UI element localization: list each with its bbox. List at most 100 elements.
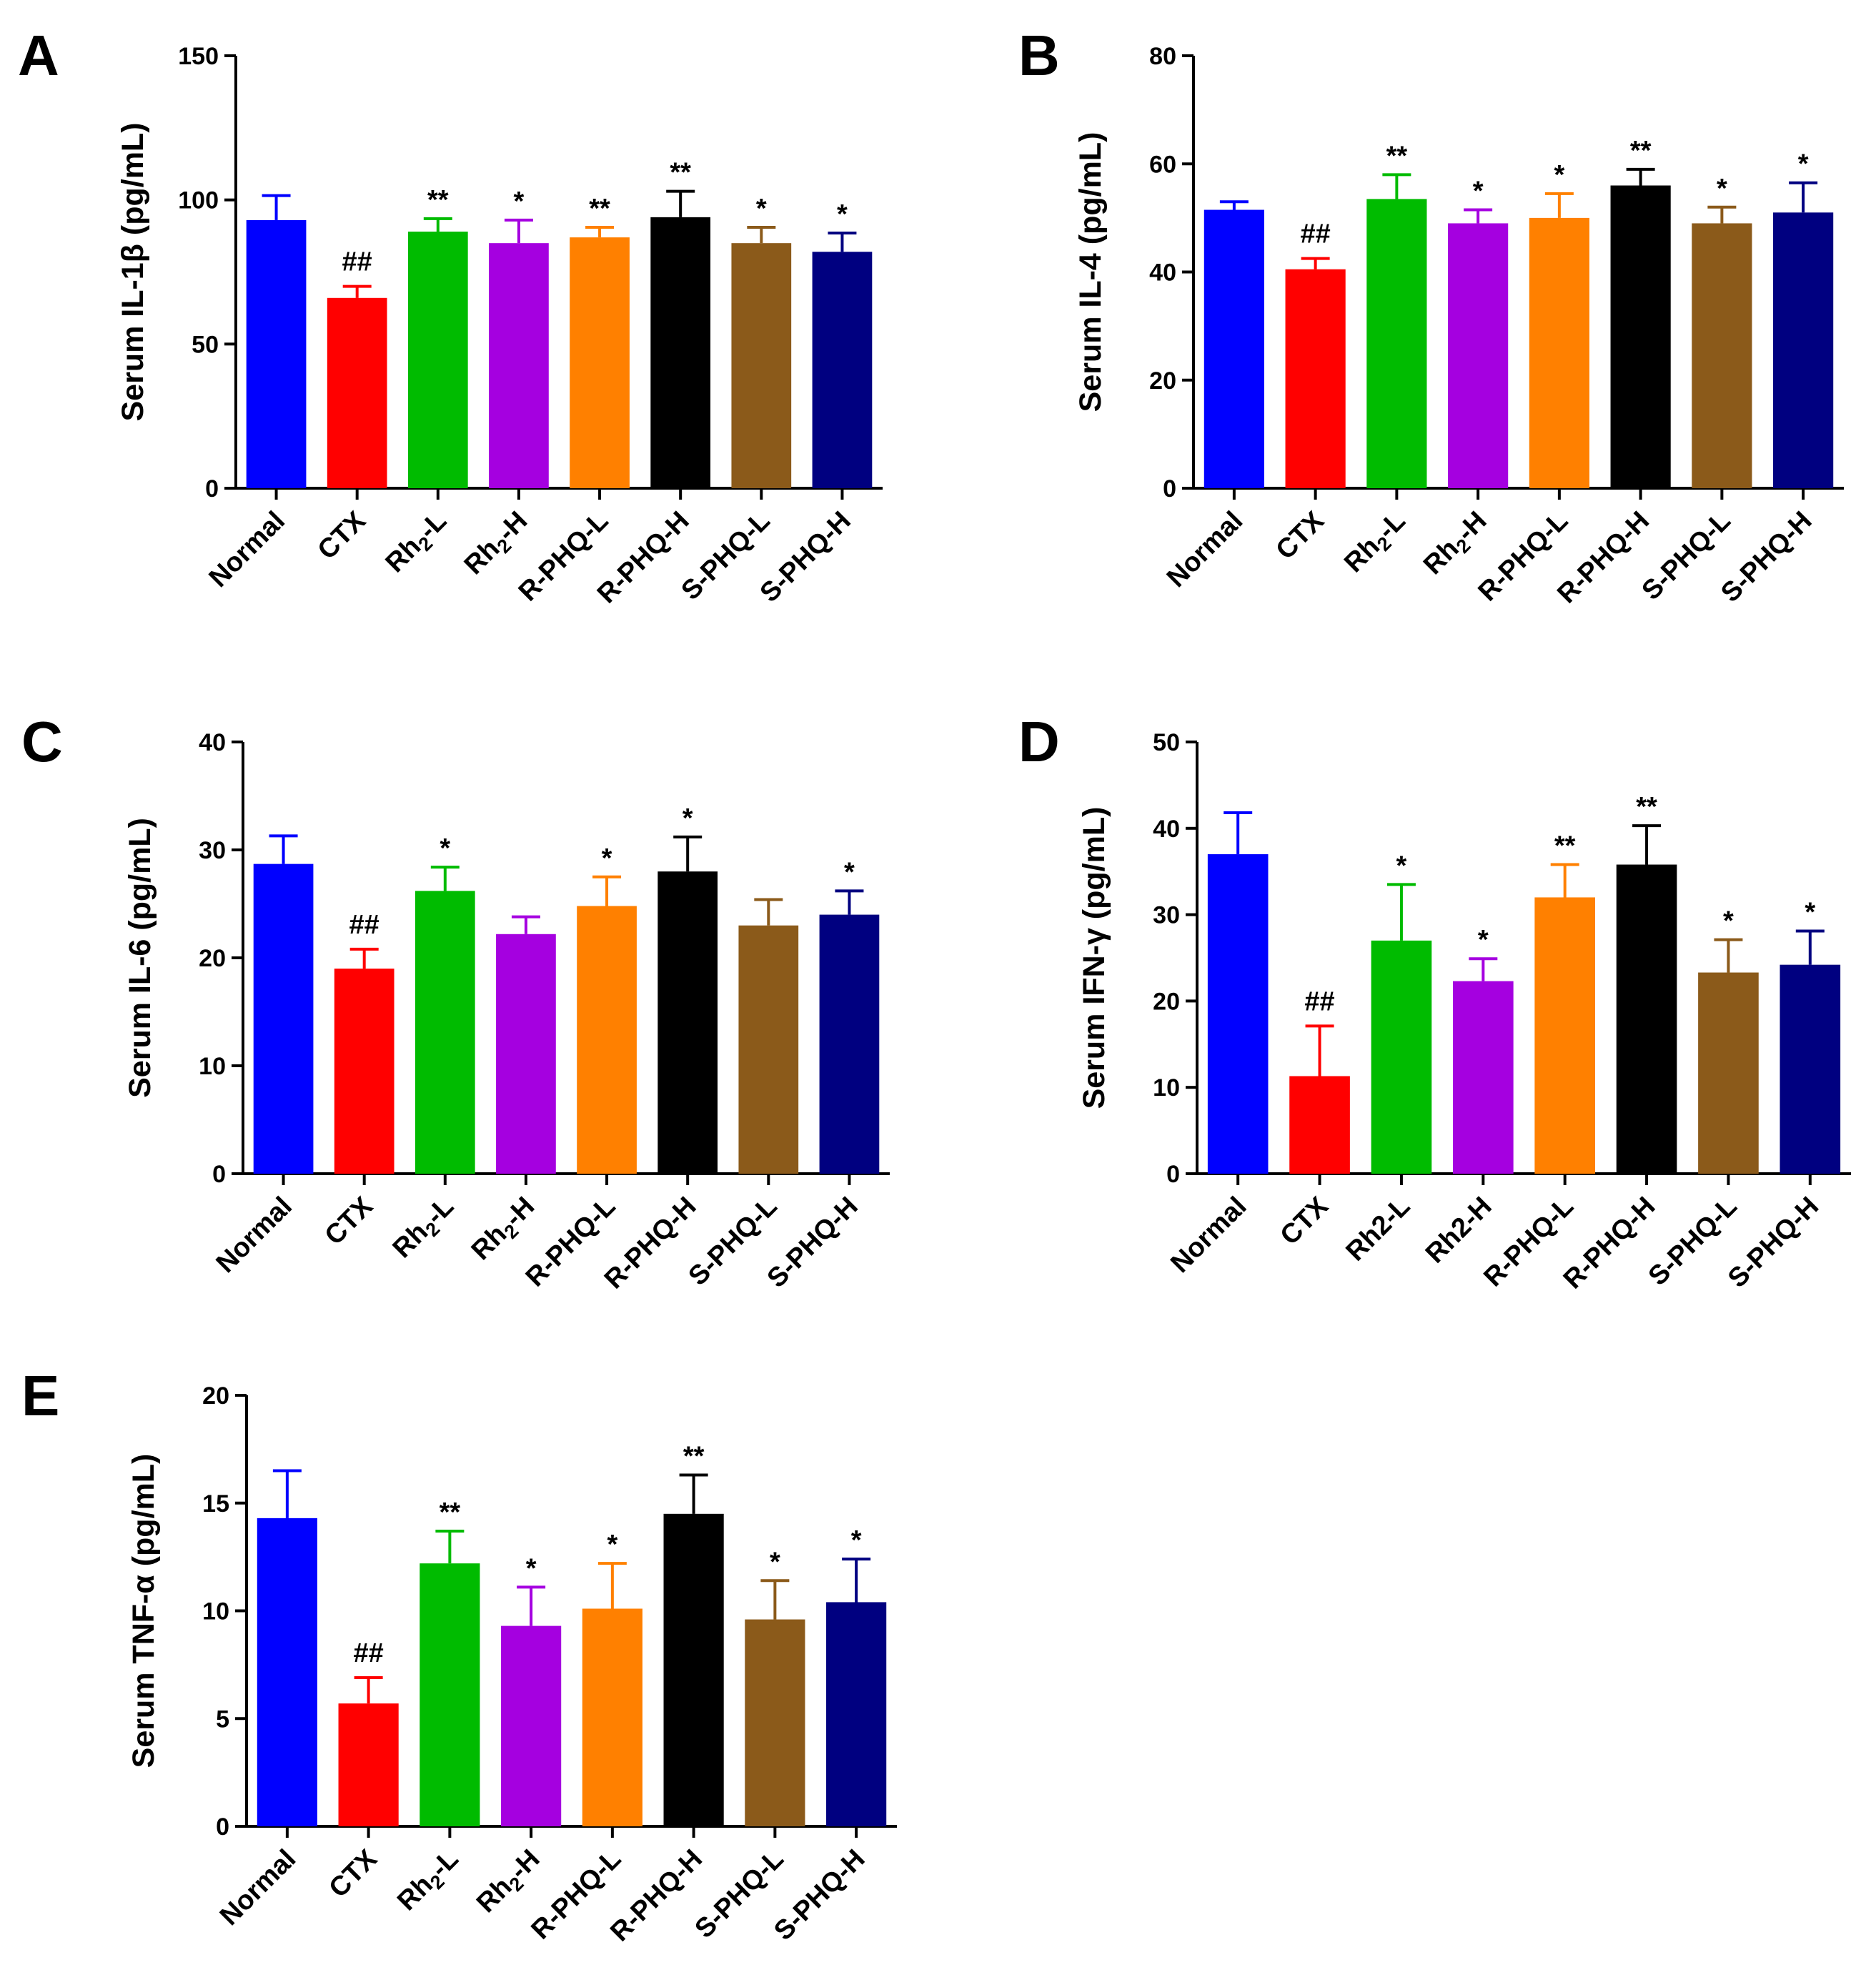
significance-label: ## (349, 910, 379, 940)
bar-s-phq-h (826, 1602, 887, 1826)
y-axis-title: Serum IL-6 (pg/mL) (123, 818, 157, 1098)
chart-panel-b: B 0 20 40 60 80 Serum IL-4 (pg/mL) Normal ## CTX *… (1018, 24, 1844, 609)
y-tick-label: 20 (1149, 367, 1176, 395)
significance-label: ** (1386, 141, 1408, 171)
bar-r-phq-l (1534, 897, 1596, 1174)
significance-label: ** (683, 1442, 705, 1472)
category-label-rh2-l: Rh2-L (1340, 1192, 1416, 1267)
y-tick-label: 50 (1153, 729, 1180, 756)
significance-label: * (514, 187, 525, 217)
significance-label: ** (1636, 792, 1657, 822)
category-label-ctx: CTX (1274, 1191, 1334, 1251)
bar-rh2-h (501, 1625, 562, 1826)
y-tick-label: 15 (202, 1490, 229, 1518)
significance-label: * (1478, 925, 1489, 955)
significance-label: * (844, 857, 855, 887)
y-tick-label: 0 (212, 1161, 226, 1188)
y-tick-label: 80 (1149, 43, 1176, 70)
bar-r-phq-l (582, 1608, 642, 1826)
bar-s-phq-h (1773, 212, 1834, 488)
significance-label: * (1798, 149, 1809, 179)
category-label-ctx: CTX (312, 505, 372, 565)
y-axis-title: Serum IL-1β (pg/mL) (116, 122, 150, 421)
bar-normal (1203, 209, 1264, 488)
significance-label: * (526, 1553, 537, 1583)
significance-label: ## (1304, 986, 1334, 1016)
significance-label: ** (427, 185, 449, 215)
y-tick-label: 30 (199, 837, 226, 864)
y-tick-label: 10 (199, 1053, 226, 1080)
y-tick-label: 50 (192, 331, 219, 358)
y-tick-label: 20 (1153, 988, 1180, 1015)
significance-label: * (1554, 160, 1564, 190)
y-axis-title: Serum TNF-α (pg/mL) (126, 1454, 161, 1768)
bar-normal (1207, 854, 1269, 1174)
bar-r-phq-h (650, 217, 711, 488)
y-tick-label: 100 (178, 187, 219, 214)
y-tick-label: 20 (202, 1382, 229, 1410)
bar-normal (257, 1518, 317, 1826)
significance-label: ## (1300, 219, 1330, 249)
category-label-normal: Normal (1161, 506, 1249, 593)
significance-label: ** (1630, 136, 1652, 166)
significance-label: * (1473, 177, 1484, 207)
significance-label: * (837, 199, 848, 229)
significance-label: * (1717, 174, 1727, 204)
bar-rh2-h (496, 934, 556, 1174)
category-label-normal: Normal (211, 1192, 298, 1279)
bar-ctx (1285, 269, 1346, 488)
category-label-rh2-h: Rh2-H (459, 506, 536, 583)
y-tick-label: 40 (199, 729, 226, 756)
bar-rh2-l (407, 232, 468, 488)
bar-s-phq-l (1692, 223, 1752, 488)
bar-r-phq-l (577, 906, 637, 1174)
category-label-rh2-h: Rh2-H (466, 1192, 543, 1269)
bar-s-phq-l (745, 1619, 805, 1826)
bar-normal (253, 863, 314, 1174)
category-label-rh2-l: Rh2-L (1339, 506, 1414, 581)
category-label-rh2-l: Rh2-L (392, 1844, 467, 1919)
significance-label: * (770, 1547, 780, 1577)
panel-letter: A (18, 24, 59, 87)
bar-s-phq-l (738, 925, 799, 1174)
bar-r-phq-h (663, 1513, 724, 1826)
bar-rh2-l (415, 891, 475, 1174)
bar-normal (246, 219, 307, 488)
bar-rh2-h (1452, 981, 1514, 1174)
category-label-ctx: CTX (1271, 505, 1331, 565)
y-tick-label: 40 (1153, 816, 1180, 843)
bar-s-phq-h (812, 252, 873, 488)
y-tick-label: 30 (1153, 902, 1180, 929)
chart-panel-a: A 0 50 100 150 Serum IL-1β (pg/mL) Normal ## CTX… (18, 24, 883, 609)
significance-label: ** (1554, 831, 1576, 861)
bar-r-phq-h (657, 871, 718, 1174)
chart-panel-e: E 0 5 10 15 20 Serum TNF-α (pg/mL) Normal ## CTX *… (21, 1364, 897, 1947)
bar-s-phq-h (819, 914, 880, 1174)
bar-s-phq-l (1698, 972, 1759, 1174)
significance-label: ## (342, 247, 372, 277)
category-label-normal: Normal (204, 506, 291, 593)
y-tick-label: 0 (1163, 475, 1176, 503)
category-label-rh2-h: Rh2-H (471, 1844, 548, 1921)
significance-label: ** (670, 158, 691, 188)
bar-s-phq-h (1780, 964, 1841, 1174)
category-label-s-phq-h: S-PHQ-H (1715, 506, 1817, 608)
y-tick-label: 40 (1149, 259, 1176, 287)
bar-ctx (1289, 1076, 1350, 1174)
chart-panel-d: D 0 10 20 30 40 50 Serum IFN-γ (pg/mL) Normal ## C… (1018, 710, 1851, 1295)
y-tick-label: 0 (1166, 1161, 1180, 1188)
y-tick-label: 60 (1149, 151, 1176, 178)
y-axis-title: Serum IL-4 (pg/mL) (1073, 132, 1108, 412)
category-label-s-phq-h: S-PHQ-H (1722, 1192, 1825, 1294)
y-tick-label: 0 (205, 475, 219, 503)
bar-rh2-l (1366, 199, 1427, 488)
panel-letter: D (1018, 710, 1060, 773)
category-label-rh2-h: Rh2-H (1418, 506, 1495, 583)
significance-label: ## (353, 1638, 383, 1668)
significance-label: * (1723, 906, 1734, 936)
significance-label: * (607, 1530, 617, 1560)
category-label-normal: Normal (214, 1844, 302, 1931)
y-tick-label: 20 (199, 945, 226, 972)
bar-r-phq-h (1610, 185, 1671, 488)
